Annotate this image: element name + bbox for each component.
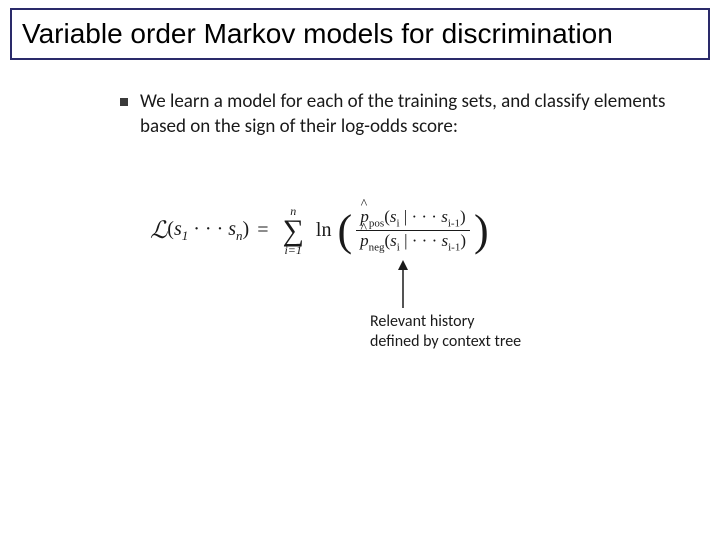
log-odds-formula: ℒ (s1 · · · sn) = n ∑ i=1 ln ( ppos(si |… <box>150 205 489 256</box>
left-paren-icon: ( <box>337 213 352 248</box>
right-paren-icon: ) <box>474 213 489 248</box>
sigma-icon: ∑ <box>283 217 304 244</box>
annotation-line1: Relevant history <box>370 312 521 332</box>
formula-lhs-args: (s1 · · · sn) <box>167 218 249 244</box>
sum-lower: i=1 <box>284 244 301 256</box>
annotation-text: Relevant history defined by context tree <box>370 312 521 352</box>
square-bullet-icon <box>120 98 128 106</box>
summation: n ∑ i=1 <box>283 205 304 256</box>
fraction-denominator: pneg(si | · · · si-1) <box>356 231 470 254</box>
bullet-item: We learn a model for each of the trainin… <box>120 90 680 139</box>
up-arrow-icon <box>395 260 411 308</box>
bullet-text: We learn a model for each of the trainin… <box>140 90 680 139</box>
slide-title-box: Variable order Markov models for discrim… <box>10 8 710 60</box>
annotation-line2: defined by context tree <box>370 332 521 352</box>
annotation-arrow <box>395 260 411 308</box>
fraction-numerator: ppos(si | · · · si-1) <box>356 207 469 231</box>
formula-equals: = <box>257 219 268 242</box>
formula-lhs-symbol: ℒ <box>150 216 167 245</box>
slide-title: Variable order Markov models for discrim… <box>22 18 698 50</box>
fraction: ppos(si | · · · si-1) pneg(si | · · · si… <box>356 207 470 254</box>
formula-ln: ln <box>316 219 332 242</box>
